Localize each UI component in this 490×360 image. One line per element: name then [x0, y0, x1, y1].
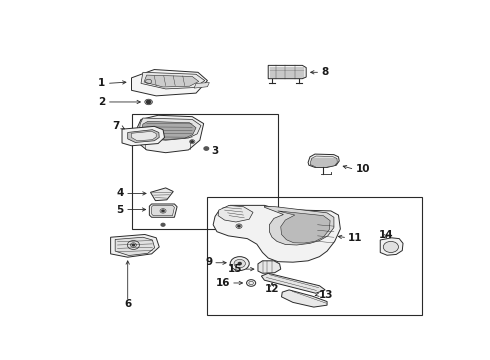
Text: 16: 16	[216, 278, 230, 288]
Polygon shape	[111, 234, 159, 257]
Polygon shape	[265, 206, 334, 245]
Polygon shape	[139, 118, 201, 140]
Polygon shape	[380, 238, 403, 255]
Circle shape	[383, 242, 398, 252]
Text: 7: 7	[113, 121, 120, 131]
Circle shape	[204, 147, 209, 150]
Text: 2: 2	[98, 97, 105, 107]
Polygon shape	[141, 72, 205, 89]
Polygon shape	[144, 75, 199, 87]
Polygon shape	[218, 205, 253, 222]
Polygon shape	[268, 66, 306, 79]
Circle shape	[230, 257, 249, 270]
Circle shape	[147, 100, 151, 104]
Polygon shape	[258, 261, 281, 273]
Text: 5: 5	[117, 204, 124, 215]
Polygon shape	[149, 204, 177, 217]
Text: 1: 1	[98, 78, 105, 89]
Polygon shape	[194, 82, 209, 88]
Polygon shape	[128, 130, 159, 143]
Text: 4: 4	[117, 188, 124, 198]
Text: 10: 10	[356, 164, 370, 174]
Text: 6: 6	[124, 299, 131, 309]
Text: 11: 11	[348, 233, 363, 243]
Circle shape	[238, 262, 241, 265]
Polygon shape	[115, 237, 155, 256]
Text: 12: 12	[265, 284, 279, 294]
Circle shape	[162, 210, 164, 212]
Polygon shape	[142, 121, 196, 140]
Polygon shape	[213, 205, 341, 262]
Polygon shape	[131, 131, 156, 141]
Polygon shape	[308, 154, 339, 167]
Bar	[207, 197, 422, 315]
Circle shape	[132, 244, 135, 246]
Circle shape	[161, 223, 165, 226]
Text: 14: 14	[379, 230, 393, 240]
Text: 3: 3	[211, 146, 219, 156]
Polygon shape	[122, 126, 165, 146]
Polygon shape	[261, 273, 325, 293]
Polygon shape	[310, 156, 337, 167]
Circle shape	[238, 225, 240, 227]
Polygon shape	[151, 205, 174, 216]
Text: 8: 8	[321, 67, 329, 77]
Circle shape	[191, 141, 194, 143]
Polygon shape	[136, 115, 204, 153]
Polygon shape	[131, 69, 207, 96]
Circle shape	[246, 280, 256, 286]
Text: 15: 15	[228, 264, 243, 274]
Polygon shape	[281, 290, 327, 307]
Text: 13: 13	[318, 290, 333, 300]
Text: 9: 9	[205, 257, 212, 267]
Circle shape	[234, 260, 245, 268]
Polygon shape	[278, 211, 330, 243]
Bar	[131, 114, 278, 229]
Polygon shape	[150, 188, 173, 201]
